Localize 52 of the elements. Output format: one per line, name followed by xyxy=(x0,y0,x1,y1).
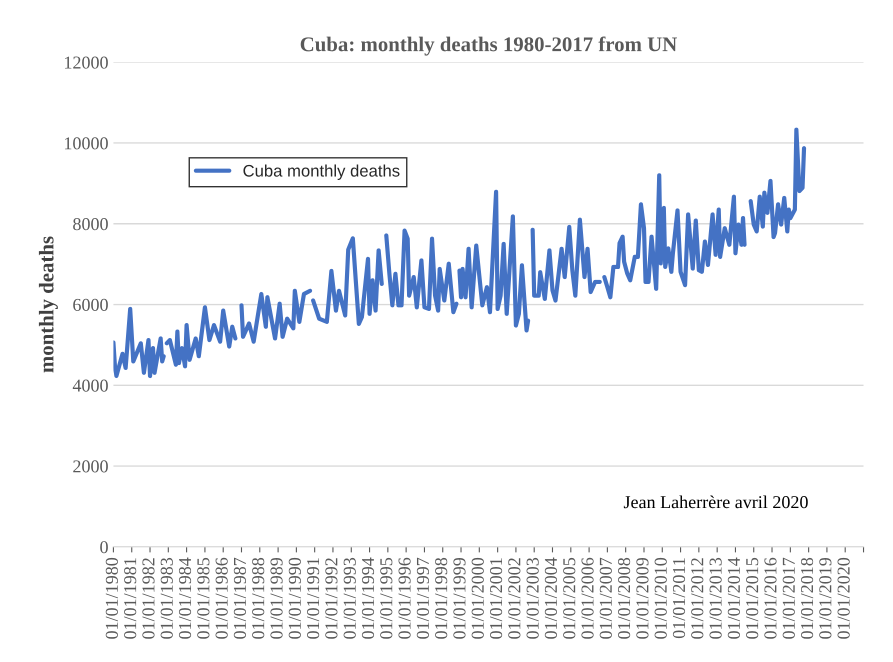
x-tick-label: 01/01/2017 xyxy=(782,558,795,639)
x-tick-label: 01/01/2000 xyxy=(472,558,484,639)
x-tick-label: 01/01/2003 xyxy=(526,558,539,639)
x-tick-label: 01/01/1997 xyxy=(416,558,429,639)
x-tick-label: 01/01/1983 xyxy=(160,558,173,639)
annotation: Jean Laherrère avril 2020 xyxy=(624,495,808,508)
x-tick-label: 01/01/1982 xyxy=(142,558,155,639)
x-tick-label: 01/01/2008 xyxy=(618,558,630,639)
y-tick-label: 12000 xyxy=(65,56,108,69)
y-tick-label: 2000 xyxy=(73,460,108,472)
x-tick-label: 01/01/2013 xyxy=(710,558,722,639)
x-tick-label: 01/01/1995 xyxy=(380,558,392,639)
x-tick-label: 01/01/2005 xyxy=(563,558,576,639)
x-tick-label: 01/01/1987 xyxy=(234,558,246,639)
x-tick-label: 01/01/1986 xyxy=(216,558,228,639)
x-tick-label: 01/01/2020 xyxy=(838,558,850,639)
x-tick-label: 01/01/2012 xyxy=(691,558,704,639)
x-tick-label: 01/01/2011 xyxy=(672,558,686,638)
x-tick-label: 01/01/1992 xyxy=(325,558,338,639)
x-tick-label: 01/01/2004 xyxy=(544,558,558,639)
y-tick-label: 10000 xyxy=(65,137,108,150)
x-tick-label: 01/01/1984 xyxy=(178,558,192,639)
x-tick-label: 01/01/1996 xyxy=(398,558,411,639)
x-tick-label: 01/01/2018 xyxy=(800,558,814,639)
x-tick-label: 01/01/2002 xyxy=(508,558,520,639)
legend-label: Cuba monthly deaths xyxy=(243,164,400,180)
x-tick-label: 01/01/2007 xyxy=(600,558,612,639)
x-tick-label: 01/01/1999 xyxy=(453,558,466,639)
x-tick-label: 01/01/2010 xyxy=(654,558,667,639)
x-tick-label: 01/01/2001 xyxy=(490,558,502,639)
x-tick-label: 01/01/1998 xyxy=(435,558,448,639)
x-tick-label: 01/01/1994 xyxy=(362,558,374,639)
x-tick-label: 01/01/1990 xyxy=(288,558,301,639)
y-tick-label: 6000 xyxy=(73,298,108,311)
x-tick-label: 01/01/2016 xyxy=(764,558,777,639)
x-tick-label: 01/01/2014 xyxy=(728,558,740,639)
x-tick-label: 01/01/1980 xyxy=(106,558,118,639)
y-axis-title: monthly deaths xyxy=(38,236,58,373)
x-tick-label: 01/01/1993 xyxy=(344,558,356,639)
y-tick-label: 0 xyxy=(100,541,108,554)
x-tick-label: 01/01/1985 xyxy=(197,558,210,639)
x-tick-label: 01/01/1988 xyxy=(252,558,264,639)
x-tick-label: 01/01/2009 xyxy=(636,558,649,639)
x-tick-label: 01/01/1989 xyxy=(270,558,283,639)
y-tick-label: 4000 xyxy=(72,380,108,392)
x-tick-label: 01/01/2019 xyxy=(819,558,832,639)
chart-title: Cuba: monthly deaths 1980-2017 from UN xyxy=(300,36,677,56)
x-tick-label: 01/01/2006 xyxy=(581,558,594,639)
x-tick-label: 01/01/1991 xyxy=(307,558,320,639)
x-tick-label: 01/01/2015 xyxy=(746,558,758,639)
y-tick-label: 8000 xyxy=(73,218,108,230)
x-tick-label: 01/01/1981 xyxy=(124,558,136,639)
